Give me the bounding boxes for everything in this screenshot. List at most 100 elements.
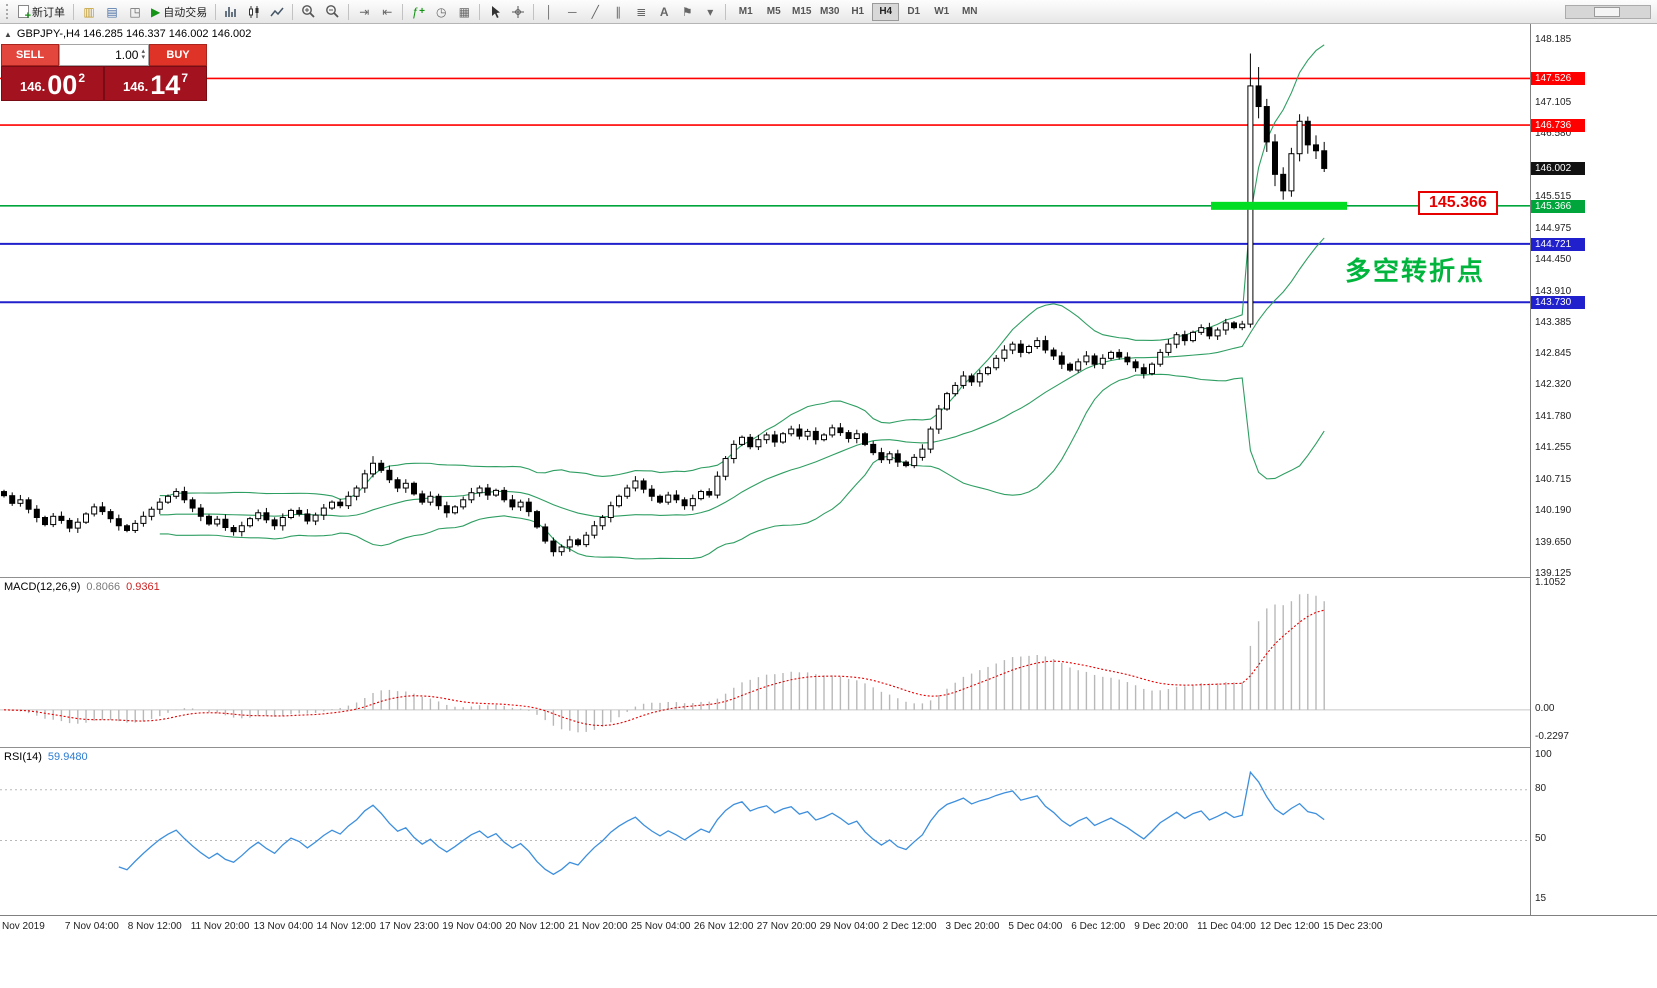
market-watch-icon[interactable]: ▥ xyxy=(78,2,100,22)
periods-icon[interactable]: ◷ xyxy=(430,2,452,22)
separator xyxy=(292,3,294,20)
timeframe-h1[interactable]: H1 xyxy=(844,3,871,21)
scale-label: 143.910 xyxy=(1535,285,1572,297)
timeframe-m30[interactable]: M30 xyxy=(816,3,843,21)
sell-button[interactable]: SELL xyxy=(1,44,59,66)
macd-panel[interactable] xyxy=(0,577,1530,747)
template-glyph: ▦ xyxy=(458,4,470,19)
one-click-toggle-icon[interactable]: ▲ xyxy=(4,29,12,39)
fibonacci-tool[interactable]: ≣ xyxy=(630,2,652,22)
time-label: 9 Dec 20:00 xyxy=(1134,921,1189,932)
separator xyxy=(348,3,350,20)
macd-main-value: 0.8066 xyxy=(86,581,121,593)
time-label: 8 Nov 12:00 xyxy=(127,921,182,932)
price-badge: 145.366 xyxy=(1531,199,1585,213)
vertical-line-tool[interactable]: │ xyxy=(538,2,560,22)
new-order-button[interactable]: 新订单 xyxy=(14,2,69,22)
candlestick-chart-icon[interactable] xyxy=(243,2,265,22)
new-order-icon xyxy=(18,5,31,22)
scale-label: 140.190 xyxy=(1535,505,1572,516)
bar-chart-icon[interactable] xyxy=(220,2,242,22)
price-chart[interactable] xyxy=(0,24,1530,577)
channel-tool[interactable]: ∥ xyxy=(607,2,629,22)
volume-up-button[interactable]: ▴ xyxy=(141,48,145,55)
scale-label: 147.105 xyxy=(1535,97,1572,109)
price-badge: 143.730 xyxy=(1531,296,1585,310)
scale-label: 50 xyxy=(1535,833,1547,845)
navigator-icon[interactable]: ▤ xyxy=(101,2,123,22)
scale-label: 139.650 xyxy=(1535,536,1572,548)
flag-glyph: ⚑ xyxy=(681,4,693,19)
terminal-glyph: ◳ xyxy=(129,4,141,19)
buy-price[interactable]: 146. 14 7 xyxy=(104,66,207,101)
crosshair-icon[interactable] xyxy=(507,2,529,22)
one-click-trading-panel: SELL 1.00 ▴ ▾ BUY 146. 00 2 146. 14 7 xyxy=(1,44,207,101)
time-label: 11 Dec 04:00 xyxy=(1197,921,1256,932)
timeframe-d1[interactable]: D1 xyxy=(900,3,927,21)
time-label: 2 Dec 12:00 xyxy=(882,921,937,932)
macd-header: MACD(12,26,9) 0.8066 0.9361 xyxy=(4,581,160,593)
new-order-label: 新订单 xyxy=(32,6,65,19)
terminal-icon[interactable]: ◳ xyxy=(124,2,146,22)
templates-icon[interactable]: ▦ xyxy=(453,2,475,22)
buy-price-figure: 146. xyxy=(122,79,149,94)
scale-label: 141.255 xyxy=(1535,442,1572,454)
toolbar-scrollbar[interactable] xyxy=(1565,4,1651,19)
price-level-label[interactable]: 145.366 xyxy=(1418,191,1498,215)
time-label: 11 Nov 20:00 xyxy=(190,921,250,932)
cursor-icon[interactable] xyxy=(484,2,506,22)
time-label: 20 Nov 12:00 xyxy=(505,921,565,932)
turning-point-annotation[interactable]: 多空转折点 xyxy=(1345,256,1486,286)
fibo-glyph: ≣ xyxy=(636,4,647,19)
time-label: 6 Dec 12:00 xyxy=(1071,921,1126,932)
sell-price[interactable]: 146. 00 2 xyxy=(1,66,104,101)
timeframe-h4[interactable]: H4 xyxy=(872,2,900,21)
timeframe-m5[interactable]: M5 xyxy=(760,3,787,21)
vline-glyph: │ xyxy=(545,4,553,19)
timeframe-m1[interactable]: M1 xyxy=(732,3,759,21)
timeframe-m15[interactable]: M15 xyxy=(788,3,815,21)
navigator-glyph: ▤ xyxy=(106,4,118,19)
scrollbar-thumb[interactable] xyxy=(1594,6,1620,17)
timeframe-mn[interactable]: MN xyxy=(956,3,983,21)
zoom-out-icon[interactable] xyxy=(321,2,344,22)
text-tool[interactable]: A xyxy=(653,2,675,22)
volume-down-button[interactable]: ▾ xyxy=(141,54,145,61)
time-label: 13 Nov 04:00 xyxy=(253,921,314,932)
trendline-tool[interactable]: ╱ xyxy=(584,2,606,22)
buy-button[interactable]: BUY xyxy=(149,44,207,66)
rsi-panel[interactable] xyxy=(0,747,1530,915)
horizontal-line-tool[interactable]: ─ xyxy=(561,2,583,22)
indicators-icon[interactable]: ƒ + xyxy=(407,2,429,22)
shapes-dropdown[interactable]: ▾ xyxy=(699,2,721,22)
volume-value: 1.00 xyxy=(115,48,139,62)
scale-label: 144.975 xyxy=(1535,222,1572,234)
time-axis[interactable]: Nov 2019 7 Nov 04:00 8 Nov 12:00 11 Nov 20:… xyxy=(0,915,1657,939)
clock-glyph: ◷ xyxy=(435,4,447,19)
autotrading-button[interactable]: ▶ 自动交易 xyxy=(147,2,211,22)
chevron-down-icon: ▾ xyxy=(707,4,714,19)
price-scale[interactable]: 148.185 147.105 146.580 145.515 144.975 144.4… xyxy=(1530,24,1657,915)
separator xyxy=(215,3,217,20)
toolbar: 新订单 ▥ ▤ ◳ ▶ 自动交易 ⇥ ⇤ ƒ+ ◷ ▦ │ ─ ╱ ∥ ≣ A … xyxy=(0,0,1657,24)
trade-panel-prices: 146. 00 2 146. 14 7 xyxy=(1,66,207,101)
time-label: 19 Nov 04:00 xyxy=(442,921,502,932)
chart-shift-icon[interactable]: ⇤ xyxy=(376,2,398,22)
zoom-in-icon[interactable] xyxy=(297,2,320,22)
line-chart-icon[interactable] xyxy=(266,2,288,22)
timeframe-w1[interactable]: W1 xyxy=(928,3,955,21)
volume-field[interactable]: 1.00 ▴ ▾ xyxy=(59,44,149,66)
price-badge: 147.526 xyxy=(1531,72,1585,86)
separator xyxy=(402,3,404,20)
arrows-tool[interactable]: ⚑ xyxy=(676,2,698,22)
scale-label: 100 xyxy=(1535,749,1552,760)
auto-scroll-icon[interactable]: ⇥ xyxy=(353,2,375,22)
scale-label: 0.00 xyxy=(1535,702,1555,714)
scale-label: 15 xyxy=(1535,892,1547,904)
autotrading-play-icon: ▶ xyxy=(151,4,161,19)
autotrading-label: 自动交易 xyxy=(163,6,208,19)
volume-spinner: ▴ ▾ xyxy=(141,48,145,61)
price-badge: 146.002 xyxy=(1531,162,1585,176)
toolbar-grip[interactable] xyxy=(6,4,10,19)
